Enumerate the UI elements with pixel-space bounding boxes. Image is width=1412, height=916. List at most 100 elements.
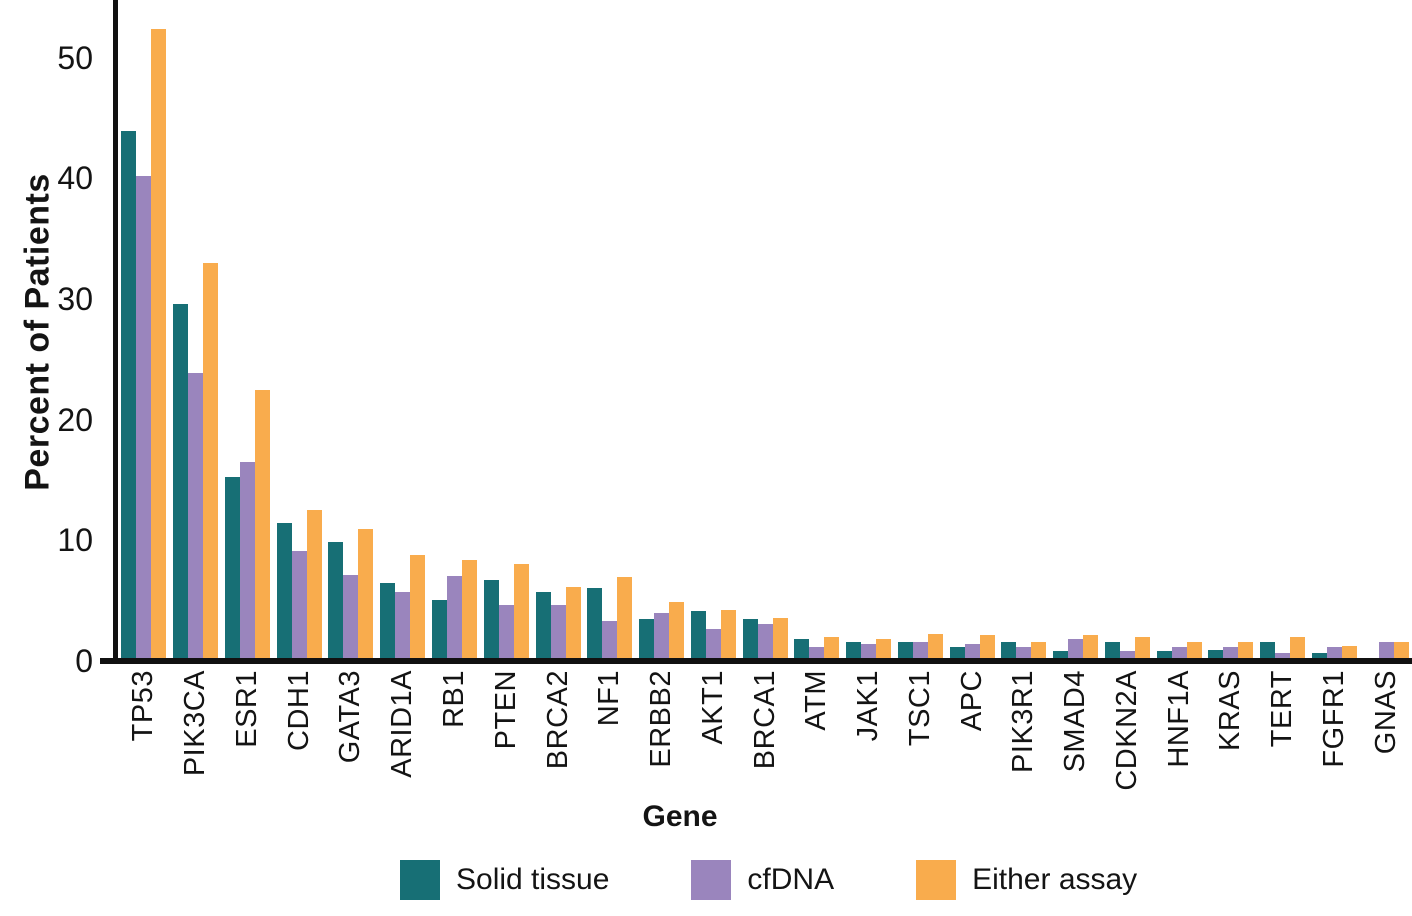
bar-group-gnas <box>1360 0 1412 658</box>
bar <box>1104 642 1120 658</box>
bar <box>846 642 862 658</box>
x-tick-label: CDKN2A <box>1110 670 1143 791</box>
bar-group-esr1 <box>222 0 274 658</box>
bar <box>1326 647 1342 658</box>
x-tick-rb1: RB1 <box>429 670 481 810</box>
x-tick-label: PTEN <box>489 670 522 750</box>
bar <box>809 647 825 658</box>
bar-group-brca1 <box>739 0 791 658</box>
bar <box>669 602 685 658</box>
x-tick-nf1: NF1 <box>584 670 636 810</box>
bar-group-brca2 <box>532 0 584 658</box>
x-axis-title: Gene <box>642 800 718 833</box>
bar-group-arid1a <box>377 0 429 658</box>
y-tick-label: 50 <box>57 39 93 76</box>
bar-group-tert <box>1257 0 1309 658</box>
bar-group-apc <box>946 0 998 658</box>
bar <box>565 587 581 658</box>
bar <box>690 611 706 658</box>
x-tick-cdkn2a: CDKN2A <box>1102 670 1154 810</box>
bar <box>203 263 219 658</box>
bar-group-smad4 <box>1050 0 1102 658</box>
y-axis-line <box>113 0 118 664</box>
x-tick-label: ESR1 <box>230 670 263 748</box>
bar <box>306 510 322 658</box>
plot-bars <box>118 0 1412 658</box>
solid-tissue-swatch-icon <box>400 860 440 900</box>
x-tick-label: ATM <box>800 670 833 731</box>
x-tick-tert: TERT <box>1257 670 1309 810</box>
bar <box>639 619 655 658</box>
bar <box>1001 642 1017 658</box>
bar <box>742 619 758 658</box>
x-tick-label: TERT <box>1266 670 1299 748</box>
bar <box>861 644 877 658</box>
x-tick-label: TSC1 <box>903 670 936 747</box>
x-tick-label: CDH1 <box>282 670 315 751</box>
bar <box>705 629 721 658</box>
x-tick-pik3ca: PIK3CA <box>170 670 222 810</box>
either-assay-swatch-icon <box>916 860 957 900</box>
bar <box>794 639 810 658</box>
bar-group-akt1 <box>687 0 739 658</box>
bar <box>343 575 359 658</box>
bar <box>1208 650 1224 658</box>
x-tick-label: RB1 <box>437 670 470 728</box>
bar <box>1068 639 1084 658</box>
x-tick-tsc1: TSC1 <box>894 670 946 810</box>
bar-group-nf1 <box>584 0 636 658</box>
x-tick-label: GATA3 <box>334 670 367 764</box>
bar <box>1275 653 1291 658</box>
bar <box>1156 651 1172 658</box>
bar <box>876 639 892 658</box>
x-tick-gata3: GATA3 <box>325 670 377 810</box>
bar <box>1378 642 1394 658</box>
bar <box>121 131 137 658</box>
legend-label: Either assay <box>972 863 1138 896</box>
bar <box>587 588 603 658</box>
bar <box>410 555 426 658</box>
bar <box>824 637 840 658</box>
bar <box>1119 651 1135 658</box>
bar-group-cdh1 <box>273 0 325 658</box>
x-tick-atm: ATM <box>791 670 843 810</box>
x-tick-label: ERBB2 <box>645 670 678 768</box>
x-tick-label: SMAD4 <box>1059 670 1092 773</box>
x-axis-labels: TP53 PIK3CA ESR1 CDH1 GATA3 ARID1A RB1 PTEN BRCA… <box>118 670 1412 810</box>
bar <box>949 647 965 658</box>
y-tick-label: 30 <box>57 280 93 317</box>
x-tick-label: AKT1 <box>696 670 729 745</box>
x-tick-label: BRCA2 <box>541 670 574 770</box>
bar <box>617 577 633 658</box>
x-tick-label: TP53 <box>127 670 160 742</box>
y-tick-label: 0 <box>75 643 93 679</box>
bar <box>395 592 411 658</box>
bar-group-jak1 <box>843 0 895 658</box>
y-tick-label: 20 <box>57 401 93 438</box>
bar <box>380 583 396 658</box>
x-tick-label: BRCA1 <box>748 670 781 770</box>
bar <box>483 580 499 658</box>
x-tick-cdh1: CDH1 <box>273 670 325 810</box>
bar <box>979 635 995 658</box>
bar <box>720 610 736 658</box>
bar <box>1223 647 1239 658</box>
x-tick-label: GNAS <box>1369 670 1402 755</box>
bar <box>1311 653 1327 658</box>
bar-group-hnf1a <box>1153 0 1205 658</box>
bar-group-tp53 <box>118 0 170 658</box>
bar <box>291 551 307 658</box>
x-tick-akt1: AKT1 <box>687 670 739 810</box>
bar <box>1083 635 1099 658</box>
bar <box>446 576 462 658</box>
x-tick-label: HNF1A <box>1162 670 1195 768</box>
bar <box>550 605 566 658</box>
bar <box>1260 642 1276 658</box>
bar <box>964 644 980 658</box>
x-tick-label: NF1 <box>593 670 626 727</box>
bar <box>173 304 189 658</box>
bar <box>927 634 943 658</box>
bar <box>602 621 618 658</box>
bar <box>1016 647 1032 658</box>
bar <box>897 642 913 658</box>
